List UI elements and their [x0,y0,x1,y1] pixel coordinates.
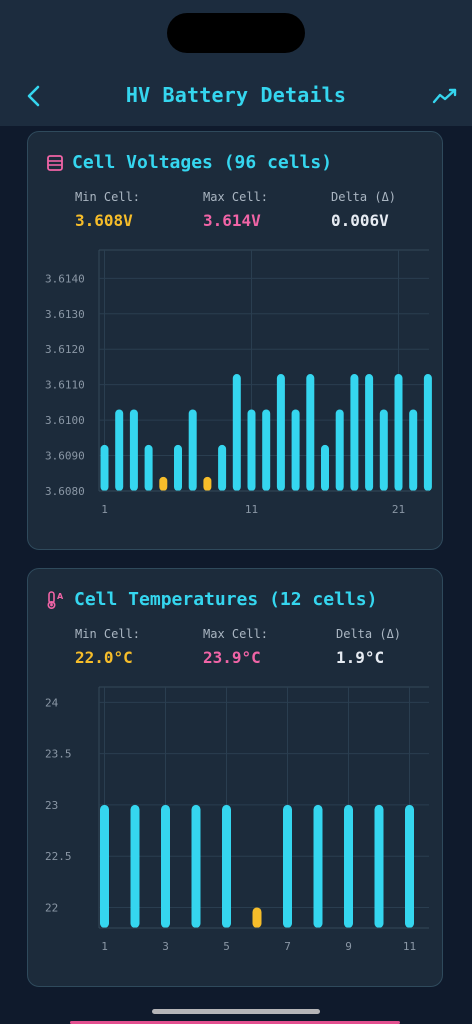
min-cell-value: 3.608V [75,211,133,230]
battery-grid-icon [47,154,63,171]
stat-label: Min Cell: [75,190,141,204]
bar-cell[interactable] [409,409,418,491]
cell-voltages-card: Cell Voltages (96 cells) Min Cell: 3.608… [27,131,443,550]
bar-cell[interactable] [100,444,109,491]
bar-cell[interactable] [379,409,388,491]
bar-cell[interactable] [129,409,138,491]
card-title: Cell Voltages (96 cells) [72,152,333,173]
max-cell-stat: Max Cell: 23.9°C [203,627,268,667]
card-title: Cell Temperatures (12 cells) [74,589,378,610]
bar-cell[interactable] [283,804,292,928]
x-tick-label: 5 [223,940,230,953]
cell-temperatures-card: A Cell Temperatures (12 cells) Min Cell:… [27,568,443,987]
y-tick-label: 3.6140 [45,272,85,285]
x-tick-label: 9 [345,940,352,953]
y-tick-label: 3.6110 [45,379,85,392]
bar-cell[interactable] [222,804,231,928]
temperature-chart: 24 23.5 23 22.5 22 1 3 5 7 9 11 [45,686,429,953]
dynamic-island [167,13,305,53]
y-tick-label: 3.6130 [45,308,85,321]
voltage-chart: 3.6140 3.6130 3.6120 3.6110 3.6100 3.6090 3.60… [45,249,432,516]
bar-cell[interactable] [405,804,414,928]
chevron-left-icon [27,85,40,107]
min-cell-stat: Min Cell: 3.608V [75,190,140,230]
bar-cell[interactable] [100,804,109,928]
bar-cell[interactable] [161,804,170,928]
x-tick-label: 3 [162,940,169,953]
home-indicator[interactable] [152,1009,320,1014]
y-tick-label: 23 [45,799,58,812]
stat-label: Max Cell: [203,627,269,641]
delta-stat: Delta (Δ) 1.9°C [336,627,401,667]
x-tick-label: 11 [403,940,416,953]
bar-cell[interactable] [262,409,271,491]
bar-cell[interactable] [232,374,241,491]
bar-cell[interactable] [313,804,323,928]
bar-cell[interactable] [130,804,140,928]
bar-cell[interactable] [394,374,403,491]
bar-cell[interactable] [306,374,315,491]
svg-text:A: A [57,592,64,601]
bar-cell[interactable] [247,409,256,491]
stat-label: Delta (Δ) [331,190,397,204]
x-tick-label: 1 [101,503,108,516]
bar-cell[interactable] [144,444,153,491]
max-cell-value: 3.614V [203,211,261,230]
thermometer-icon: A [47,590,64,609]
bar-cell[interactable] [218,444,227,491]
bar-cell[interactable] [321,444,329,491]
x-tick-label: 11 [245,503,258,516]
y-tick-label: 23.5 [45,748,72,761]
bar-cell[interactable] [344,804,353,928]
min-cell-value: 22.0°C [75,648,133,667]
back-button[interactable] [18,80,48,112]
bar-cell[interactable] [335,409,344,491]
stat-label: Min Cell: [75,627,141,641]
delta-value: 1.9°C [336,648,385,667]
y-tick-label: 22 [45,901,58,914]
y-tick-label: 3.6080 [45,485,85,498]
bar-cell[interactable] [365,374,374,491]
delta-stat: Delta (Δ) 0.006V [331,190,396,230]
x-tick-label: 21 [392,503,405,516]
page-title: HV Battery Details [125,83,347,107]
y-tick-label: 24 [45,696,59,709]
stat-label: Delta (Δ) [336,627,402,641]
bar-cell[interactable] [374,804,384,928]
y-tick-label: 3.6100 [45,414,85,427]
delta-value: 0.006V [331,211,389,230]
bar-cell[interactable] [291,409,300,491]
x-tick-label: 1 [101,940,108,953]
y-tick-label: 3.6120 [45,343,85,356]
max-cell-value: 23.9°C [203,648,261,667]
y-tick-label: 22.5 [45,850,72,863]
y-tick-label: 3.6090 [45,450,85,463]
bar-min-cell[interactable] [203,476,212,491]
min-cell-stat: Min Cell: 22.0°C [75,627,140,667]
navigation-bar: HV Battery Details [0,0,472,126]
bar-cell[interactable] [174,444,182,491]
card-header: A Cell Temperatures (12 cells) [46,589,377,610]
trend-button[interactable] [430,82,460,110]
bar-cell[interactable] [423,374,432,491]
bar-min-cell[interactable] [159,476,168,491]
x-tick-label: 7 [284,940,291,953]
bar-cell[interactable] [191,804,201,928]
bar-cell[interactable] [350,374,359,491]
stat-label: Max Cell: [203,190,269,204]
bar-cell[interactable] [188,409,197,491]
bottom-accent-bar [70,1021,400,1024]
card-header: Cell Voltages (96 cells) [46,152,332,173]
bar-min-cell[interactable] [252,907,262,928]
trend-line-icon [432,88,457,104]
bar-cell[interactable] [276,374,285,491]
bar-cell[interactable] [115,409,124,491]
max-cell-stat: Max Cell: 3.614V [203,190,268,230]
